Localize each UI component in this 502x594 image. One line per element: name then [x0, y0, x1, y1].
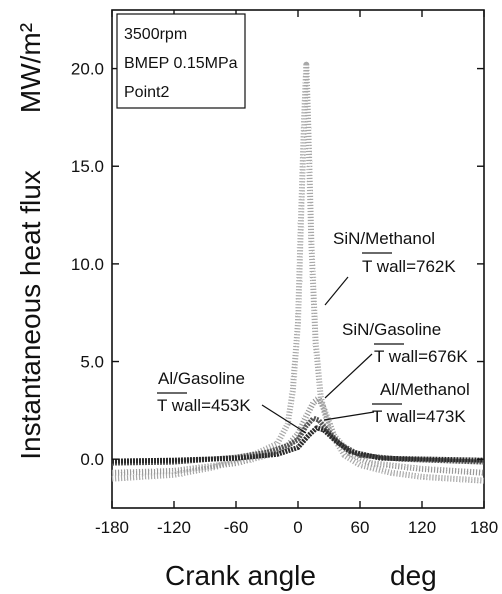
label-sin-gasoline: SiN/Gasoline — [342, 320, 441, 339]
series-line — [111, 395, 485, 476]
y-axis-unit: MW/m² — [15, 23, 46, 113]
y-axis-label: Instantaneous heat flux — [15, 170, 46, 460]
series-line — [111, 425, 485, 464]
x-tick-label: -60 — [224, 518, 249, 537]
info-box-frame — [116, 13, 246, 109]
series-line — [111, 61, 485, 484]
x-tick-label: 60 — [351, 518, 370, 537]
leader-al-gasoline — [261, 404, 307, 434]
twall-al-methanol: T wall=473K — [372, 407, 466, 426]
y-tick-label: 20.0 — [71, 60, 104, 79]
info-line-rpm: 3500rpm — [124, 26, 187, 43]
label-al-methanol: Al/Methanol — [380, 380, 470, 399]
leader-al-methanol — [323, 411, 375, 421]
leader-sin-methanol — [324, 276, 349, 306]
annotation-sin-gasoline: SiN/Gasoline T wall=676K — [324, 320, 468, 399]
label-al-gasoline: Al/Gasoline — [158, 369, 245, 388]
y-tick-label: 0.0 — [80, 450, 104, 469]
info-box: 3500rpm BMEP 0.15MPa Point2 — [116, 13, 246, 109]
series-al-methanol — [111, 425, 485, 464]
annotation-sin-methanol: SiN/Methanol T wall=762K — [324, 229, 456, 306]
y-axis-title: Instantaneous heat flux MW/m² — [15, 23, 46, 460]
series-sin-gasoline — [111, 395, 485, 476]
x-axis-title: Crank angle deg — [165, 560, 437, 591]
x-tick-label: 0 — [293, 518, 302, 537]
twall-al-gasoline: T wall=453K — [157, 396, 251, 415]
x-tick-label: 120 — [408, 518, 436, 537]
x-tick-label: -180 — [95, 518, 129, 537]
twall-sin-gasoline: T wall=676K — [374, 347, 468, 366]
info-line-point: Point2 — [124, 84, 169, 101]
annotation-al-gasoline: Al/Gasoline T wall=453K — [157, 369, 307, 434]
label-sin-methanol: SiN/Methanol — [333, 229, 435, 248]
twall-sin-methanol: T wall=762K — [362, 257, 456, 276]
x-tick-label: 180 — [470, 518, 498, 537]
leader-sin-gasoline — [324, 353, 373, 399]
tick-layer: -180 -120 -60 0 60 120 180 0.0 5.0 10.0 15.0 20.0 — [71, 10, 498, 537]
series-layer — [111, 61, 485, 484]
x-axis-unit: deg — [390, 560, 437, 591]
y-tick-label: 10.0 — [71, 255, 104, 274]
x-axis-label: Crank angle — [165, 560, 316, 591]
y-tick-label: 15.0 — [71, 157, 104, 176]
series-sin-methanol — [111, 61, 485, 484]
y-tick-label: 5.0 — [80, 353, 104, 372]
annotation-al-methanol: Al/Methanol T wall=473K — [323, 380, 470, 426]
info-line-bmep: BMEP 0.15MPa — [124, 55, 238, 72]
x-tick-label: -120 — [157, 518, 191, 537]
